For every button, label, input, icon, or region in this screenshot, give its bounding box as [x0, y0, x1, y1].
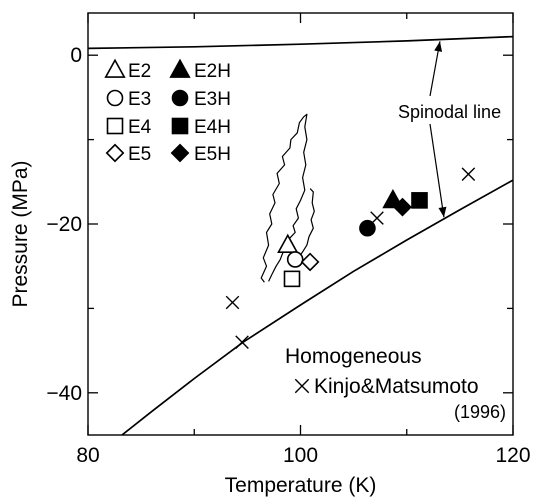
legend-marker-e5 [105, 143, 125, 163]
data-point-kinjo-matsumoto-1996 [370, 211, 384, 225]
data-point-kinjo-matsumoto-1996 [225, 295, 240, 310]
ticks-layer: 80 100 120 0 −20 −40 [46, 13, 531, 467]
homogeneous-label: Homogeneous [285, 345, 422, 368]
legend-label-e2h: E2H [194, 61, 231, 82]
kinjo-matsumoto-label: Kinjo&Matsumoto [314, 375, 479, 398]
cross-stroke [225, 295, 240, 310]
x-axis-title: Temperature (K) [225, 474, 377, 497]
data-point-kinjo-matsumoto-1996 [461, 167, 476, 181]
spinodal-arrow-down [429, 123, 447, 218]
arrow-head [438, 206, 447, 218]
data-point-e4h [411, 192, 428, 209]
cross-stroke [370, 211, 384, 225]
data-point-e4 [283, 270, 301, 288]
legend: E2 E2H E3 E3H E4 E4H E5 E5H [104, 58, 231, 165]
cross-stroke [294, 378, 310, 394]
data-point-e5h [393, 197, 412, 217]
legend-label-e3h: E3H [194, 89, 231, 110]
cross-stroke [461, 167, 476, 181]
legend-label-e5h: E5H [194, 144, 231, 165]
arrow-head [434, 41, 443, 52]
data-point-e2 [277, 233, 299, 253]
x-tick-label: 120 [495, 444, 530, 467]
legend-label-e2: E2 [128, 61, 151, 82]
legend-label-e3: E3 [128, 89, 151, 110]
legend-label-e5: E5 [128, 144, 151, 165]
legend-marker-e4h [171, 117, 189, 135]
legend-marker-e2h [169, 58, 191, 78]
legend-marker-e3h [171, 89, 189, 107]
data-point-e5 [300, 252, 320, 272]
x-tick-label: 80 [76, 444, 99, 467]
legend-marker-e2 [104, 58, 126, 78]
arrow-shaft [429, 123, 445, 218]
points-layer [225, 167, 476, 349]
legend-label-e4: E4 [128, 117, 152, 138]
kinjo-matsumoto-year-label: (1996) [454, 402, 506, 422]
spinodal-arrow-up [429, 41, 443, 97]
y-axis-title: Pressure (MPa) [9, 160, 32, 307]
plot-frame [87, 12, 514, 436]
trajectory-branch-curve [297, 188, 315, 259]
data-point-e3 [286, 251, 304, 268]
legend-marker-e4 [106, 117, 124, 135]
kinjo-matsumoto-legend-marker [294, 378, 310, 394]
homogeneous-curve [121, 179, 513, 435]
legend-label-e4h: E4H [194, 117, 231, 138]
spinodal-line-label: Spinodal line [398, 102, 501, 122]
legend-marker-e5h [170, 143, 190, 163]
cross-stroke [235, 335, 249, 349]
data-point-kinjo-matsumoto-1996 [235, 335, 249, 349]
y-tick-label: −40 [46, 382, 82, 405]
curves-layer [88, 35, 513, 435]
y-tick-label: 0 [70, 44, 82, 67]
y-tick-label: −20 [46, 213, 82, 236]
spinodal-line-curve [88, 35, 513, 50]
annotations: Spinodal line Homogeneous Kinjo&Matsumot… [285, 41, 506, 422]
legend-marker-e3 [106, 89, 124, 107]
x-tick-label: 100 [283, 444, 318, 467]
